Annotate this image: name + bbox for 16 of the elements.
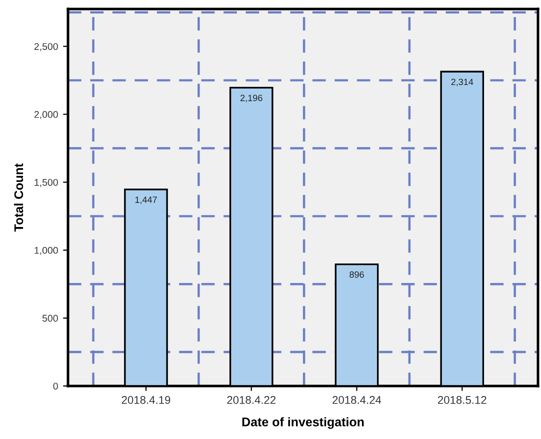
y-axis-title: Total Count <box>14 163 24 232</box>
data-label: 896 <box>350 271 364 278</box>
x-tick-label: 2018.4.24 <box>332 396 382 404</box>
x-tick-label: 2018.4.22 <box>227 396 276 404</box>
y-tick-label: 1,500 <box>34 178 58 187</box>
y-tick-label: 500 <box>42 314 58 322</box>
y-tick-label: 2,000 <box>34 111 58 120</box>
y-tick-label: 1,000 <box>34 246 58 255</box>
y-tick-label: 0 <box>53 382 58 390</box>
data-label: 2,196 <box>240 94 262 102</box>
x-axis-title: Date of investigation <box>242 417 364 429</box>
x-tick-label: 2018.5.12 <box>438 396 486 404</box>
data-label: 2,314 <box>451 78 474 86</box>
data-label: 1,447 <box>135 196 157 204</box>
y-tick-label: 2,500 <box>34 43 58 52</box>
x-tick-label: 2018.4.19 <box>122 396 170 404</box>
